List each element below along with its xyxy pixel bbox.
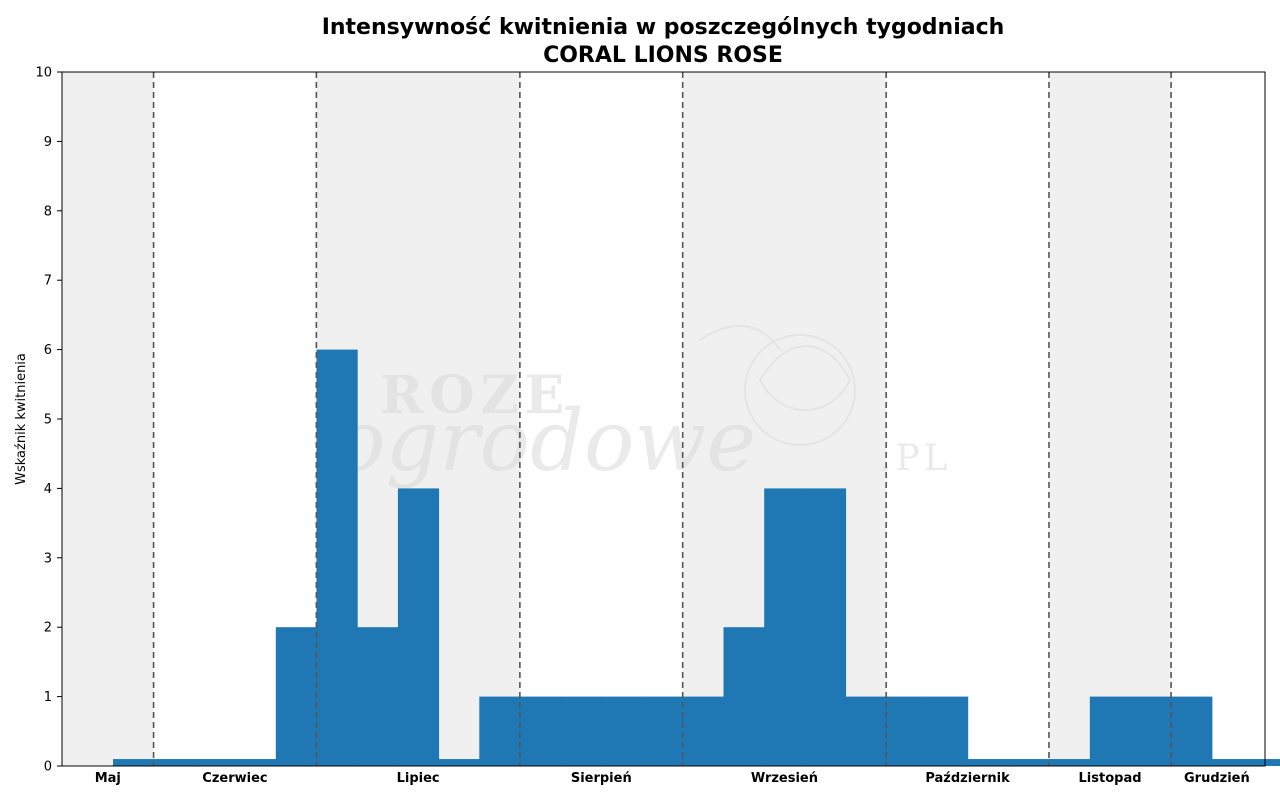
week-bar [1008, 759, 1050, 766]
month-label: Październik [925, 771, 1010, 786]
week-bar [886, 696, 928, 766]
month-label: Sierpień [571, 771, 632, 786]
y-tick-label: 1 [44, 690, 52, 705]
week-bar [235, 759, 277, 766]
week-bar [1049, 759, 1091, 766]
week-bar [194, 759, 236, 766]
y-tick-label: 4 [44, 482, 52, 497]
month-label: Listopad [1079, 771, 1142, 786]
month-label: Maj [95, 771, 121, 786]
chart-title: Intensywność kwitnienia w poszczególnych… [322, 15, 1005, 40]
y-tick-label: 8 [44, 204, 52, 219]
week-bar [764, 488, 806, 766]
watermark-suffix: .PL [880, 438, 952, 479]
month-labels: Maj Czerwiec Lipiec Sierpień Wrzesień Paździe… [95, 771, 1250, 786]
week-bar [723, 627, 765, 766]
y-tick-label: 6 [44, 343, 52, 358]
y-tick-label: 2 [44, 621, 52, 636]
week-bar [1171, 696, 1213, 766]
week-bar [1089, 696, 1131, 766]
week-bar [1252, 759, 1280, 766]
week-bar [316, 349, 358, 766]
month-band [62, 72, 154, 766]
week-bar [520, 696, 562, 766]
month-band [1171, 72, 1263, 766]
week-bar [967, 759, 1009, 766]
y-tick-label: 7 [44, 274, 52, 289]
watermark-line2: ogrodowe [335, 392, 756, 490]
week-bar [275, 627, 317, 766]
week-bar [601, 696, 643, 766]
y-axis-label: Wskaźnik kwitnienia [14, 353, 29, 485]
week-bar [560, 696, 602, 766]
week-bar [357, 627, 399, 766]
watermark-line1: ROZE [380, 365, 570, 426]
month-band [886, 72, 1049, 766]
month-label: Wrzesień [751, 771, 818, 786]
week-bar [113, 759, 155, 766]
y-tick-label: 10 [35, 66, 52, 81]
month-dividers [152, 72, 1172, 766]
watermark-rose-icon [699, 325, 856, 446]
week-bar [1211, 759, 1254, 766]
week-bar [682, 696, 724, 766]
week-bar [479, 696, 521, 766]
week-bar [845, 696, 887, 766]
month-band [519, 72, 683, 766]
y-tick-label: 0 [44, 760, 52, 775]
y-tick-label: 5 [44, 413, 52, 428]
week-bar [397, 488, 440, 766]
y-tick-label: 9 [44, 135, 52, 150]
week-bar [153, 759, 195, 766]
week-bar [438, 759, 480, 766]
week-bar [804, 488, 847, 766]
month-label: Lipiec [397, 771, 440, 786]
month-band [1048, 72, 1172, 766]
week-bar [642, 696, 684, 766]
bars [113, 349, 1280, 766]
chart-subtitle: CORAL LIONS ROSE [543, 43, 783, 68]
week-bar [1130, 696, 1172, 766]
month-label: Grudzień [1184, 771, 1250, 786]
y-tick-label: 3 [44, 551, 52, 566]
week-bar [927, 696, 969, 766]
y-axis-ticks: 0 1 2 3 4 5 6 7 8 9 10 [35, 66, 62, 775]
watermark-logo: ROZE ogrodowe .PL [335, 325, 952, 490]
month-label: Czerwiec [202, 771, 267, 786]
